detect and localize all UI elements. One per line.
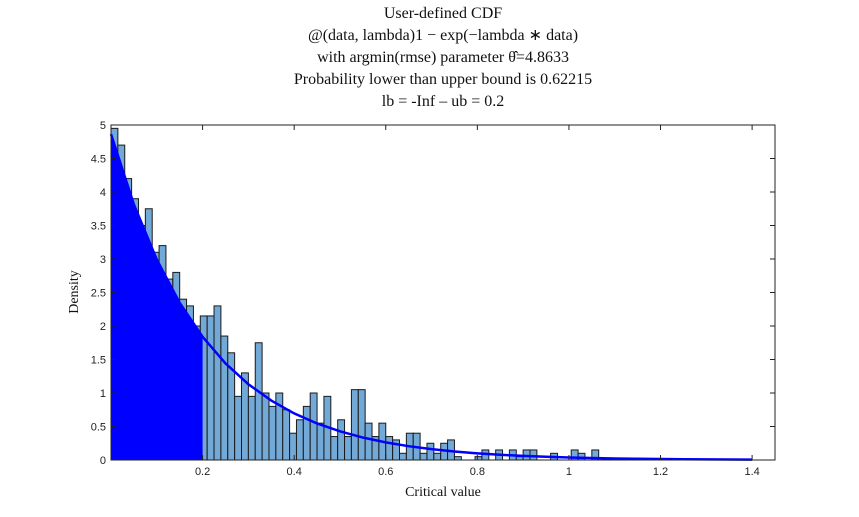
- x-tick-label: 0.6: [378, 466, 393, 478]
- y-tick-label: 4.5: [91, 154, 106, 166]
- y-tick-label: 1.5: [91, 355, 106, 367]
- y-tick-label: 0.5: [91, 422, 106, 434]
- x-tick-label: 0.4: [287, 466, 302, 478]
- y-axis-label: Density: [67, 270, 82, 314]
- histogram-bar: [261, 392, 270, 461]
- histogram-bar: [206, 315, 215, 461]
- histogram-bar: [337, 419, 346, 461]
- histogram-bar: [350, 389, 359, 461]
- histogram-bar: [453, 456, 462, 461]
- chart-title: Probability lower than upper bound is 0.…: [294, 71, 592, 88]
- histogram-bar: [316, 422, 325, 461]
- y-tick-label: 4: [100, 187, 106, 199]
- histogram-bar: [289, 432, 297, 461]
- x-tick-label: 1.2: [653, 466, 668, 478]
- y-tick-label: 2: [100, 321, 106, 333]
- chart-title: lb = -Inf – ub = 0.2: [382, 93, 504, 110]
- histogram-bar: [254, 342, 263, 461]
- x-tick-label: 0.2: [195, 466, 210, 478]
- shaded-area: [111, 134, 203, 460]
- histogram-bar: [385, 436, 394, 461]
- histogram-bar: [241, 372, 249, 461]
- chart-title: User-defined CDF: [384, 5, 502, 22]
- x-tick-label: 1.4: [744, 466, 759, 478]
- y-tick-label: 3.5: [91, 221, 106, 233]
- x-tick-label: 1: [566, 466, 572, 478]
- histogram-bar: [344, 436, 352, 461]
- histogram-bar: [295, 419, 304, 461]
- y-tick-label: 3: [100, 254, 106, 266]
- histogram-bar: [282, 409, 291, 461]
- histogram-bar: [268, 405, 277, 461]
- histogram-bar: [234, 395, 243, 461]
- histogram-bar: [213, 305, 222, 461]
- x-axis-label: Critical value: [405, 485, 481, 500]
- histogram-bar: [398, 452, 407, 461]
- chart-title: with argmin(rmse) parameter θ̂=4.8633: [317, 49, 569, 66]
- histogram-bar: [364, 422, 373, 461]
- y-tick-label: 2.5: [91, 288, 106, 300]
- histogram-bar: [433, 452, 442, 461]
- histogram-bar: [330, 436, 339, 461]
- y-tick-label: 1: [100, 388, 106, 400]
- histogram-bar: [426, 442, 435, 461]
- chart-title: @(data, lambda)1 − exp(−lambda ∗ data): [308, 27, 578, 44]
- fitted-curve: [109, 133, 753, 461]
- y-tick-label: 5: [100, 120, 106, 132]
- histogram-bar: [302, 405, 311, 461]
- histogram-bar: [419, 452, 428, 461]
- histogram-bar: [247, 395, 256, 461]
- histogram-bar: [309, 392, 318, 461]
- histogram-bar: [515, 456, 524, 461]
- histogram-bar: [474, 456, 483, 461]
- x-tick-label: 0.8: [470, 466, 485, 478]
- histogram-bar: [220, 335, 229, 461]
- histogram-bar: [357, 389, 366, 461]
- y-tick-label: 0: [100, 455, 106, 467]
